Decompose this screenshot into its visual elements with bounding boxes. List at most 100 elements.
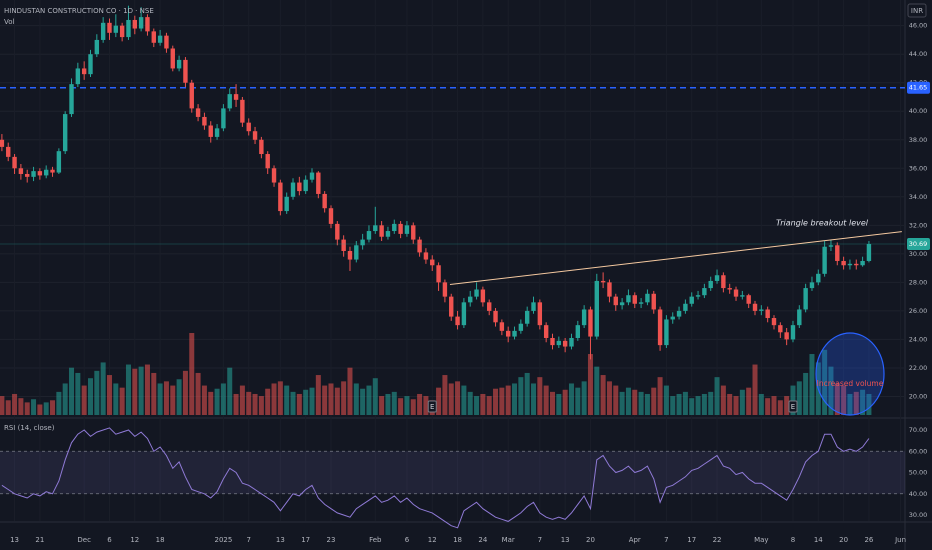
volume-bar [644,393,650,415]
x-tick-label: 7 [538,536,542,544]
candle-body [240,99,245,123]
candle-body [594,280,599,337]
volume-bar [182,370,188,415]
x-tick-label: 12 [130,536,139,544]
candle-body [43,169,49,176]
volume-bar [398,398,404,415]
x-tick-label: Mar [502,536,515,544]
volume-bar [296,393,302,415]
volume-bar [828,366,834,415]
x-tick-label: Apr [629,536,641,544]
candle-body [12,156,17,169]
candle-body [645,293,650,303]
volume-bar [860,389,866,415]
candle-body [151,31,156,43]
trendline [449,231,902,286]
x-tick-label: 2025 [214,536,232,544]
volume-bar [866,393,872,415]
candle-body [94,39,100,55]
volume-bar [170,385,176,415]
volume-label: Vol [4,18,15,26]
candle-body [670,316,675,320]
volume-bar [746,387,752,415]
volume-bar [18,398,24,415]
volume-bar [575,387,581,415]
x-tick-label: 18 [156,536,165,544]
volume-bar [727,393,733,415]
volume-bar [151,372,157,415]
volume-bar [455,381,461,415]
volume-bar [271,383,277,415]
volume-bar [379,396,385,415]
candle-body [651,293,656,310]
earnings-marker [427,400,437,413]
y-tick-label: 32.00 [909,221,928,229]
volume-bar [632,389,638,415]
candle-body [56,151,62,173]
volume-bar [404,396,410,415]
candle-body [714,275,720,281]
candle-body [132,19,138,29]
candle-body [75,68,81,85]
candle-body [436,265,441,283]
candle-body [411,225,416,240]
candle-body [449,296,454,317]
volume-bar [625,387,631,415]
volume-bar [189,333,195,415]
volume-bar [841,385,847,415]
candle-body [373,225,378,232]
y-tick-label: 46.00 [909,22,928,30]
currency-box[interactable] [907,3,927,18]
volume-bar [777,400,783,415]
volume-bar [75,372,81,415]
volume-bar [531,383,537,415]
x-tick-label: 6 [107,536,112,544]
candle-body [581,309,587,326]
candle-body [638,302,644,304]
volume-bar [119,387,125,415]
candle-body [354,245,359,260]
candle-body [398,223,403,234]
candle-body [442,282,448,297]
volume-bar [56,391,62,415]
candle-body [322,193,327,209]
volume-bar [69,367,75,415]
volume-bar [467,391,473,415]
candle-body [335,223,340,240]
volume-bar [138,366,144,415]
volume-bar [417,393,423,415]
volume-bar [638,391,644,415]
rsi-title: RSI (14, close) [4,424,55,432]
rsi-tick-label: 70.00 [909,426,928,434]
candle-body [480,289,486,303]
volume-bar [847,393,853,415]
y-tick-label: 38.00 [909,136,928,144]
candle-body [664,319,669,346]
volume-bar [391,391,397,415]
candle-body [157,35,163,43]
candle-body [297,182,302,192]
candle-body [113,25,119,33]
x-tick-label: 8 [791,536,795,544]
candle-body [771,318,777,326]
x-tick-label: 17 [301,536,310,544]
candle-body [189,82,194,109]
candle-body [626,295,631,303]
candle-body [385,231,391,237]
candle-body [316,172,321,194]
volume-bar [5,400,11,415]
volume-bar [613,385,619,415]
candle-body [790,325,796,340]
volume-bar [366,385,372,415]
volume-bar [486,396,492,415]
candle-body [252,131,258,140]
candle-body [145,17,150,32]
volume-bar [246,391,252,415]
candle-body [841,260,846,266]
volume-bar [201,385,207,415]
candle-body [81,68,87,75]
candle-body [50,169,55,173]
volume-bar [322,385,328,415]
candle-body [822,246,827,274]
